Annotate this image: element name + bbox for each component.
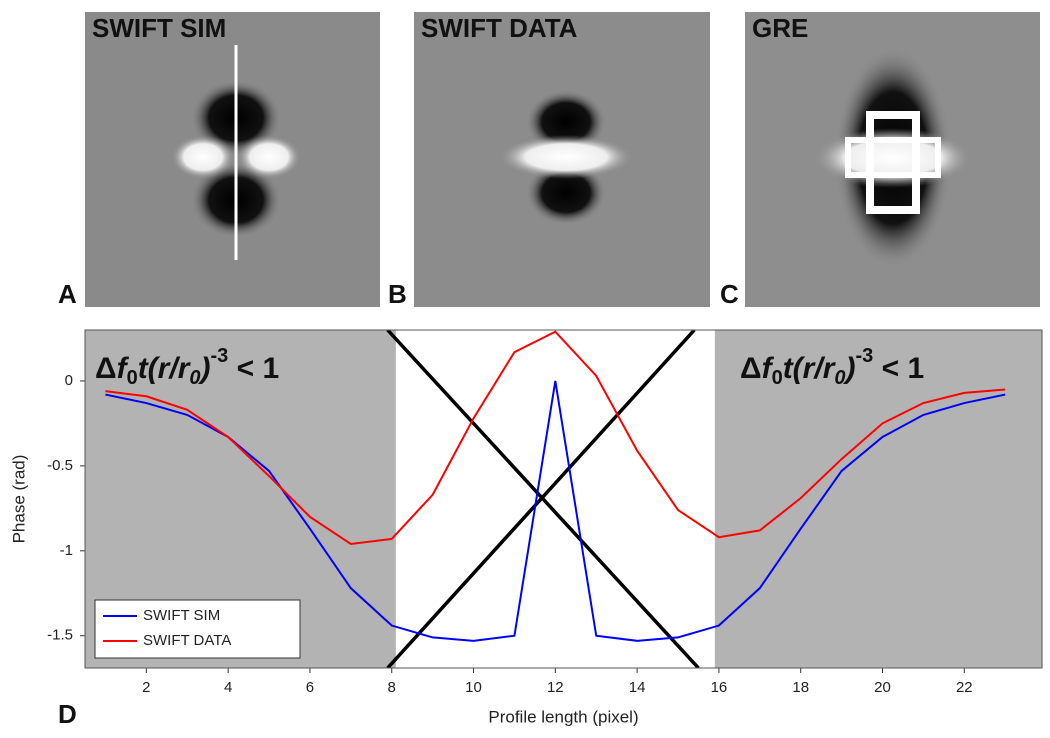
annotation-part: 0 <box>772 367 783 389</box>
x-tick-label: 20 <box>874 679 891 696</box>
annotation-part: r <box>803 352 817 385</box>
x-tick-label: 10 <box>465 679 482 696</box>
x-tick-label: 2 <box>142 679 150 696</box>
shaded-region <box>714 330 1042 668</box>
image-title: SWIFT SIM <box>92 13 226 43</box>
line-chart: 2 4 6 8 10 12 14 16 18 20 22 0 -0.5 -1 -1.5 Profile len… <box>9 329 1043 726</box>
annotation-part: Δ <box>740 352 762 385</box>
panel-letter: B <box>388 279 407 309</box>
annotation-part: -3 <box>211 345 229 367</box>
annotation-part: t( <box>783 352 806 385</box>
image-title: GRE <box>752 13 808 43</box>
annotation-part: t( <box>138 352 161 385</box>
x-tick-label: 22 <box>956 679 973 696</box>
x-tick-label: 6 <box>306 679 314 696</box>
series-line <box>105 380 1006 642</box>
x-tick-label: 8 <box>388 679 396 696</box>
annotation-part: r <box>823 352 837 385</box>
annotation-part: 0 <box>127 367 138 389</box>
annotation-part: ) <box>198 352 211 385</box>
annotation-part: f <box>762 352 775 385</box>
annotation: Δf0t(r/r0)-3 < 1 <box>740 345 924 389</box>
plot-frame <box>84 329 1043 669</box>
y-tick-label: -1.5 <box>47 627 73 644</box>
annotation-part: < 1 <box>873 352 924 385</box>
annotation-part: f <box>117 352 130 385</box>
y-axis-label: Phase (rad) <box>9 455 28 544</box>
image-c <box>745 12 1040 307</box>
cross-line <box>386 330 700 668</box>
x-tick-label: 18 <box>792 679 809 696</box>
annotation-part: r <box>178 352 192 385</box>
panel-letter: A <box>58 279 77 309</box>
panel-letter: D <box>58 699 77 729</box>
x-tick-label: 16 <box>711 679 728 696</box>
x-tick-label: 4 <box>224 679 232 696</box>
y-tick-label: -0.5 <box>47 457 73 474</box>
annotation-part: 0 <box>189 367 200 389</box>
annotation: Δf0t(r/r0)-3 < 1 <box>95 345 279 389</box>
annotation-part: -3 <box>856 345 874 367</box>
legend-label: SWIFT SIM <box>143 607 220 624</box>
x-tick-label: 12 <box>547 679 564 696</box>
annotation-part: / <box>812 352 825 385</box>
legend-label: SWIFT DATA <box>143 632 231 649</box>
image-a <box>85 12 380 307</box>
annotation-part: / <box>167 352 180 385</box>
x-tick-label: 14 <box>629 679 646 696</box>
series-line <box>105 330 1006 546</box>
annotation-part: 0 <box>834 367 845 389</box>
annotation-part: Δ <box>95 352 117 385</box>
legend-box <box>94 599 301 659</box>
annotation-part: r <box>158 352 172 385</box>
x-axis-label: Profile length (pixel) <box>488 707 638 726</box>
image-title: SWIFT DATA <box>421 13 578 43</box>
panel-letter: C <box>720 279 739 309</box>
y-tick-label: 0 <box>65 372 73 389</box>
image-b <box>414 12 710 307</box>
annotation-part: ) <box>843 352 856 385</box>
y-tick-label: -1 <box>60 542 73 559</box>
annotation-part: < 1 <box>228 352 279 385</box>
